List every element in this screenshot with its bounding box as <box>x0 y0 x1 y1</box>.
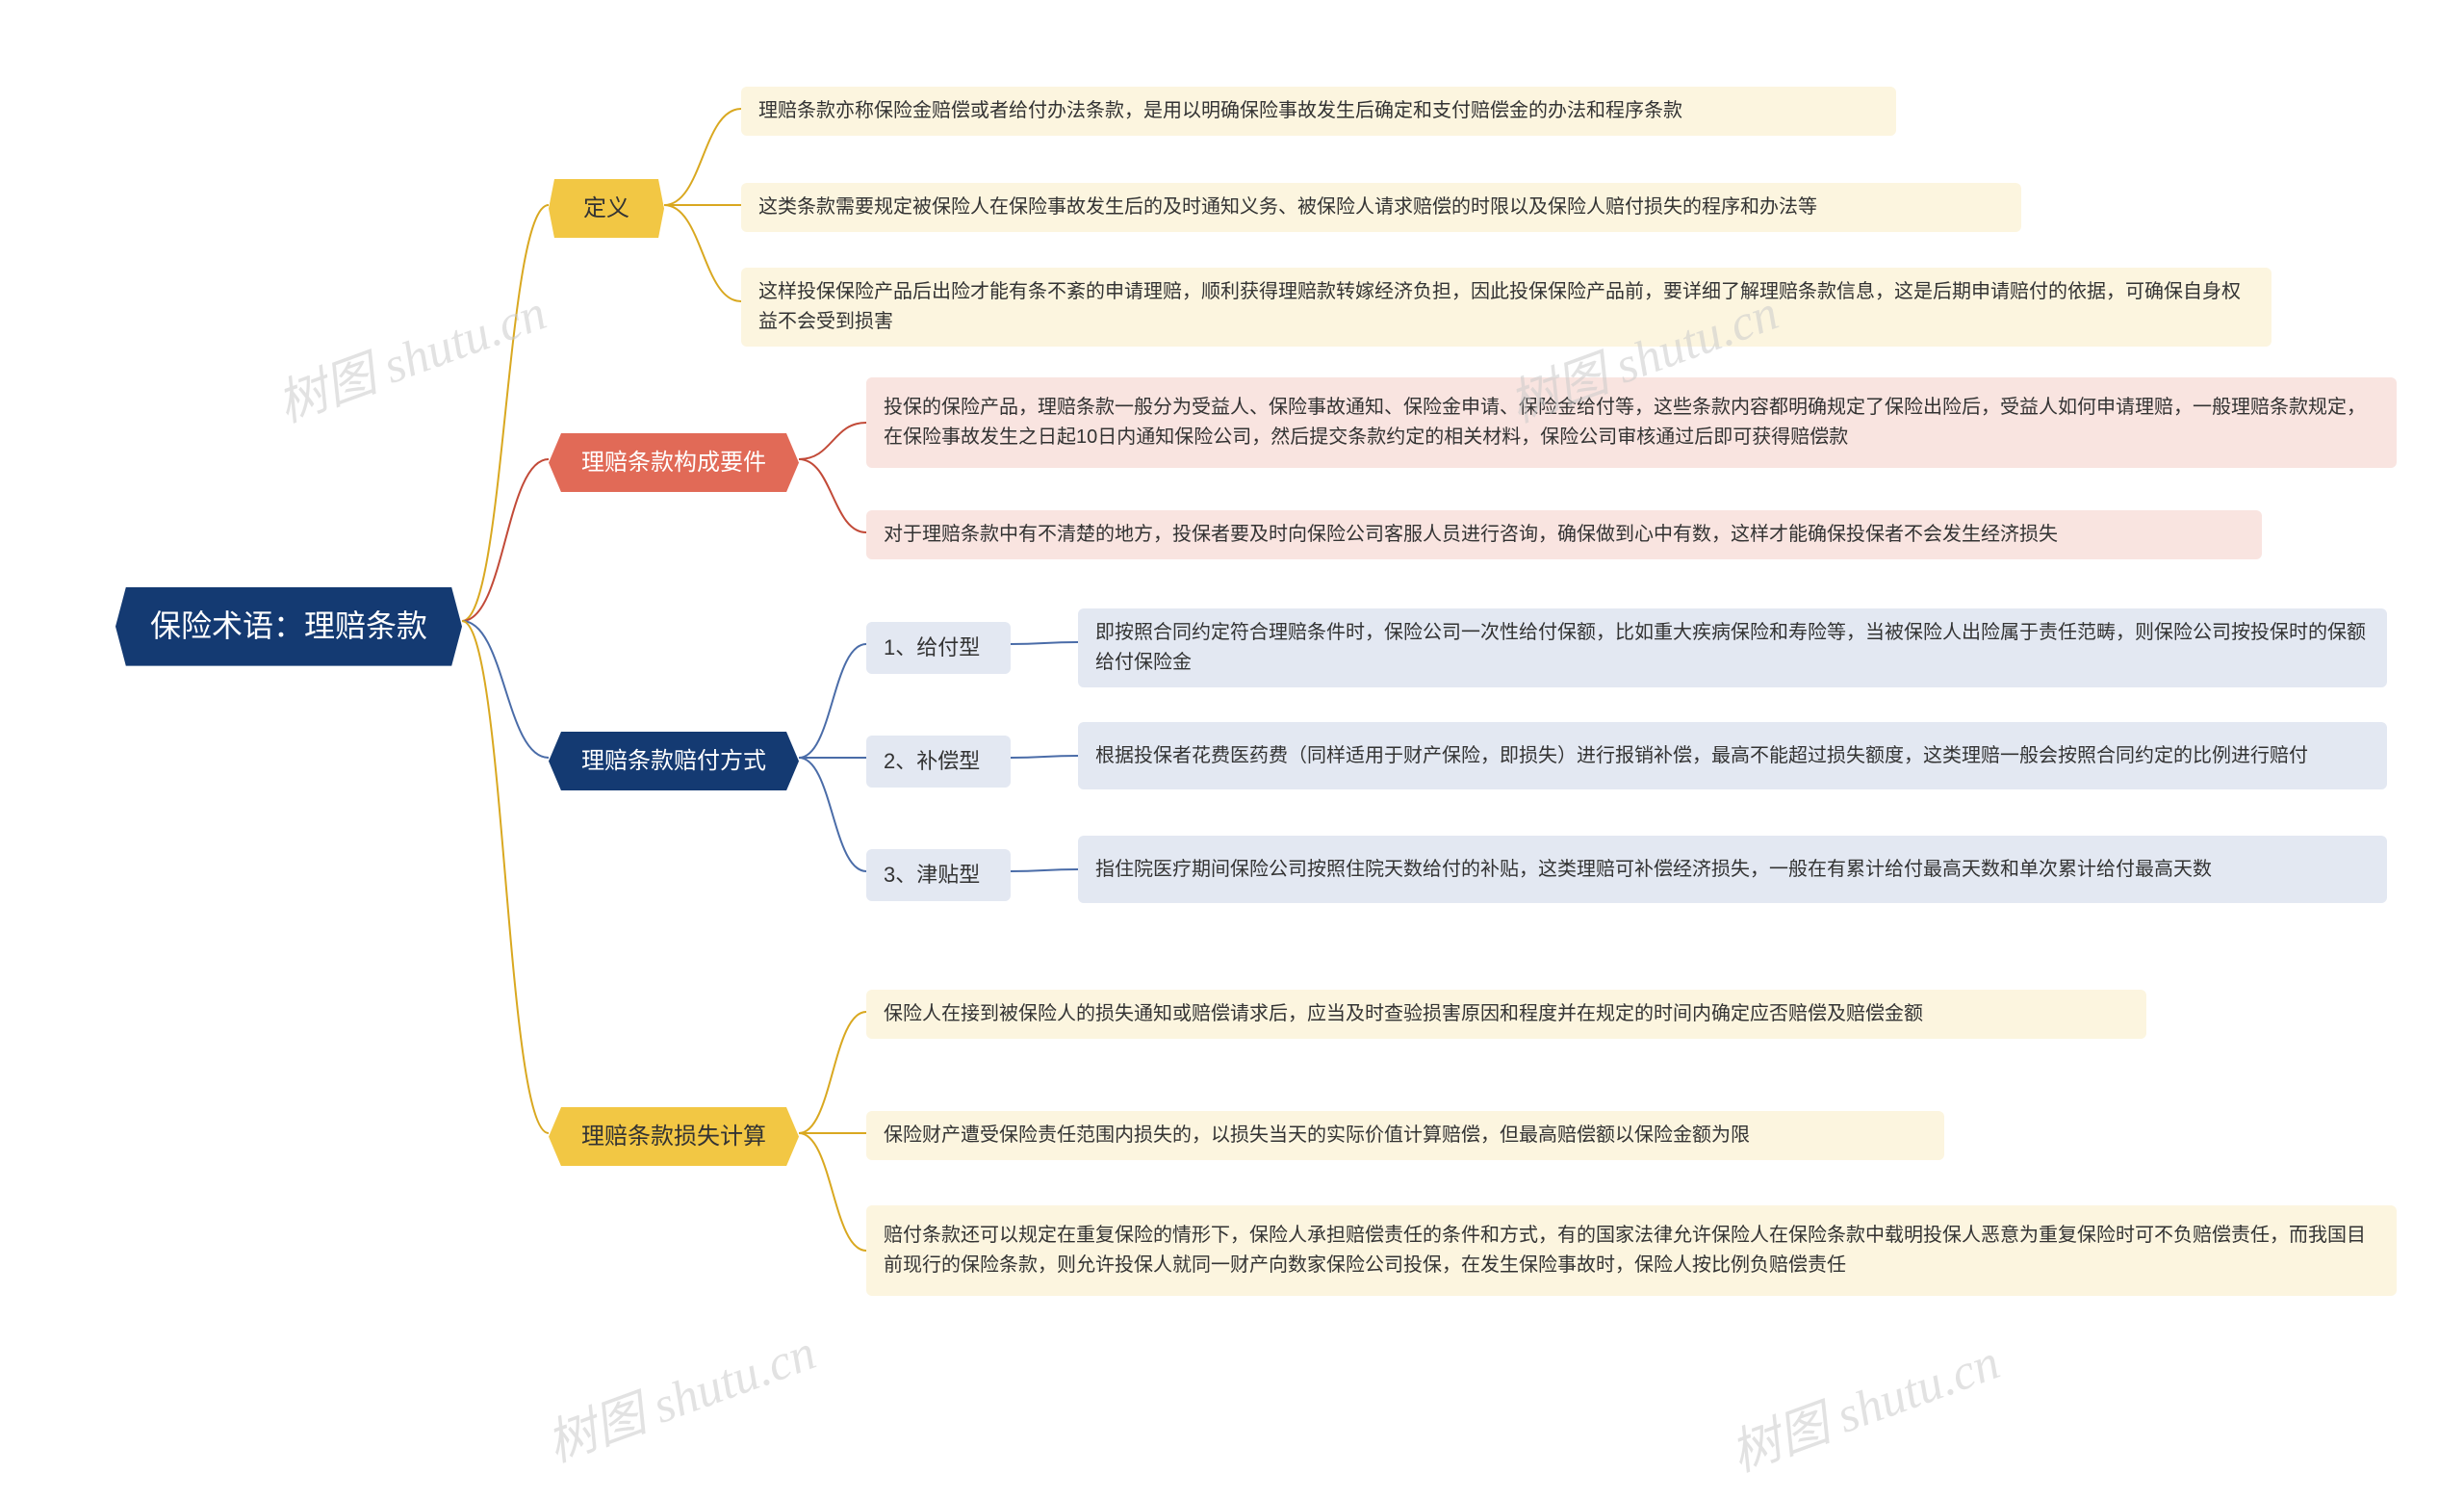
branch-def: 定义 <box>549 179 664 238</box>
leaf-loss-calc-2: 赔付条款还可以规定在重复保险的情形下，保险人承担赔偿责任的条件和方式，有的国家法… <box>866 1205 2397 1296</box>
branch-components: 理赔条款构成要件 <box>549 433 799 492</box>
leaf-loss-calc-0: 保险人在接到被保险人的损失通知或赔偿请求后，应当及时查验损害原因和程度并在规定的… <box>866 990 2146 1039</box>
leaf-def-2: 这样投保保险产品后出险才能有条不紊的申请理赔，顺利获得理赔款转嫁经济负担，因此投… <box>741 268 2272 347</box>
leaf-loss-calc-1: 保险财产遭受保险责任范围内损失的，以损失当天的实际价值计算赔偿，但最高赔偿额以保… <box>866 1111 1944 1160</box>
mid-methods-1: 2、补偿型 <box>866 736 1011 788</box>
mid-methods-2: 3、津贴型 <box>866 849 1011 901</box>
leaf-methods-2-detail: 指住院医疗期间保险公司按照住院天数给付的补贴，这类理赔可补偿经济损失，一般在有累… <box>1078 836 2387 903</box>
root-node: 保险术语：理赔条款 <box>116 587 462 666</box>
mid-methods-0: 1、给付型 <box>866 622 1011 674</box>
leaf-methods-1-detail: 根据投保者花费医药费（同样适用于财产保险，即损失）进行报销补偿，最高不能超过损失… <box>1078 722 2387 789</box>
leaf-components-0: 投保的保险产品，理赔条款一般分为受益人、保险事故通知、保险金申请、保险金给付等，… <box>866 377 2397 468</box>
leaf-methods-0-detail: 即按照合同约定符合理赔条件时，保险公司一次性给付保额，比如重大疾病保险和寿险等，… <box>1078 608 2387 687</box>
branch-methods: 理赔条款赔付方式 <box>549 732 799 790</box>
watermark-3: 树图 shutu.cn <box>1719 1321 2008 1485</box>
mindmap-canvas: 保险术语：理赔条款 定义 理赔条款亦称保险金赔偿或者给付办法条款，是用以明确保险事故… <box>0 0 2464 1499</box>
leaf-def-0: 理赔条款亦称保险金赔偿或者给付办法条款，是用以明确保险事故发生后确定和支付赔偿金… <box>741 87 1896 136</box>
watermark-2: 树图 shutu.cn <box>535 1311 824 1475</box>
branch-loss-calc: 理赔条款损失计算 <box>549 1107 799 1166</box>
watermark-0: 树图 shutu.cn <box>266 271 554 435</box>
leaf-components-1: 对于理赔条款中有不清楚的地方，投保者要及时向保险公司客服人员进行咨询，确保做到心… <box>866 510 2262 559</box>
leaf-def-1: 这类条款需要规定被保险人在保险事故发生后的及时通知义务、被保险人请求赔偿的时限以… <box>741 183 2021 232</box>
